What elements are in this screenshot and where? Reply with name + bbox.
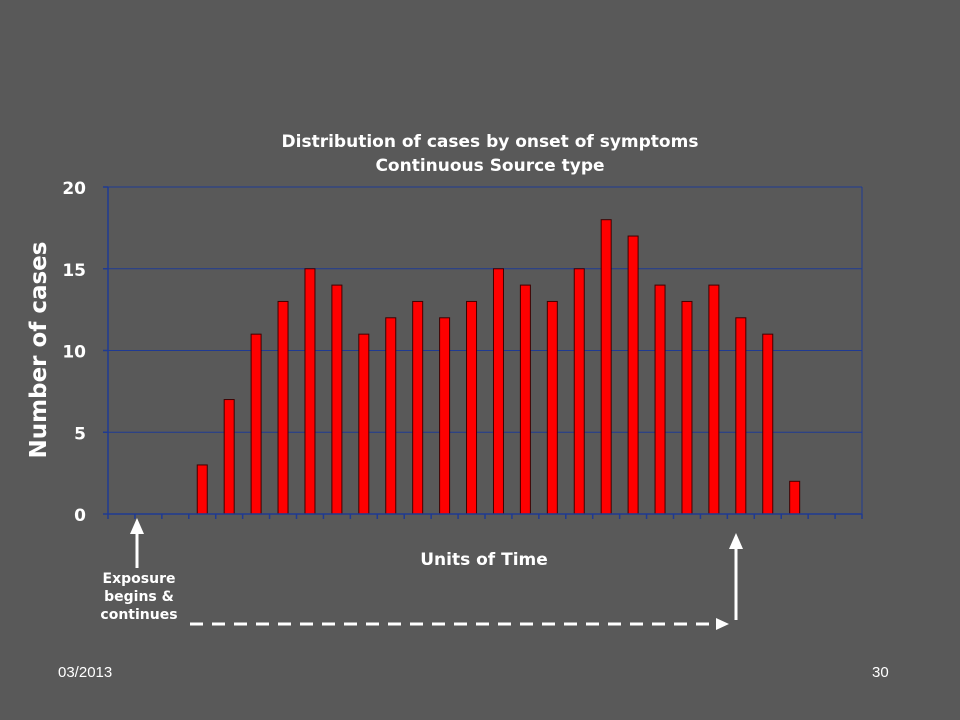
bar: [654, 284, 666, 515]
bar: [789, 480, 801, 515]
bar: [412, 300, 424, 515]
bar: [546, 300, 558, 515]
bar: [600, 219, 612, 515]
axes: 0 5 10 15 20: [62, 179, 863, 526]
annotation-line-1: Exposure: [102, 571, 176, 587]
exposure-start-arrowhead: [130, 518, 144, 534]
gridlines: [108, 186, 863, 514]
exposure-arrows: [130, 518, 743, 630]
y-tick-label: 15: [62, 261, 86, 281]
footer-page-number: 30: [872, 664, 889, 681]
bar: [735, 317, 747, 515]
exposure-end-arrowhead: [729, 533, 743, 549]
bar: [681, 300, 693, 515]
bar: [762, 333, 774, 515]
y-tick-label: 20: [62, 179, 86, 199]
continuation-arrowhead: [716, 618, 729, 630]
y-tick-label: 5: [74, 424, 86, 444]
bar: [519, 284, 531, 515]
bar: [358, 333, 370, 515]
bar: [196, 464, 208, 515]
bar: [573, 268, 585, 515]
chart-title-line-2: Continuous Source type: [375, 156, 605, 176]
exposure-annotation: Exposure begins & continues: [84, 570, 194, 624]
bar: [492, 268, 504, 515]
bar: [708, 284, 720, 515]
footer-date: 03/2013: [58, 664, 113, 681]
bar: [223, 399, 235, 515]
bar: [331, 284, 343, 515]
x-axis-label: Units of Time: [420, 550, 548, 570]
bar: [250, 333, 262, 515]
bar: [439, 317, 451, 515]
bars: [196, 219, 801, 515]
bar: [277, 300, 289, 515]
y-tick-label: 0: [74, 506, 86, 526]
annotation-line-3: continues: [100, 607, 178, 623]
bar: [304, 268, 316, 515]
chart-title-line-1: Distribution of cases by onset of sympto…: [281, 132, 699, 152]
bar: [466, 300, 478, 515]
bar: [627, 235, 639, 515]
chart-title: Distribution of cases by onset of sympto…: [240, 130, 740, 178]
y-tick-label: 10: [62, 343, 86, 363]
annotation-line-2: begins &: [104, 589, 174, 605]
bar: [385, 317, 397, 515]
